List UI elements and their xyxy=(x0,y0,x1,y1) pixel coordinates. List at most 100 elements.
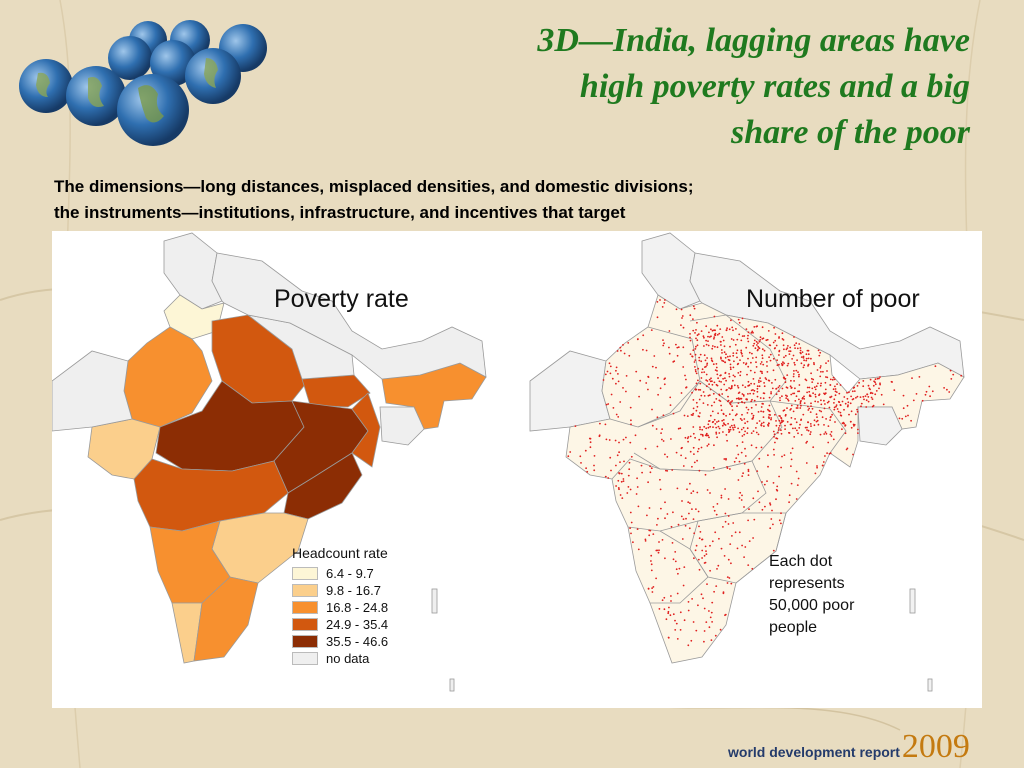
poverty-dot xyxy=(719,340,722,343)
poverty-dot xyxy=(792,410,795,413)
poverty-dot xyxy=(710,357,713,360)
poverty-dot xyxy=(790,465,792,467)
poverty-dot xyxy=(846,405,849,408)
poverty-dot xyxy=(904,415,907,418)
poverty-dot xyxy=(740,339,743,342)
poverty-dot xyxy=(756,395,759,398)
poverty-dot xyxy=(687,601,690,603)
poverty-dot xyxy=(758,347,760,349)
poverty-dot xyxy=(729,345,731,348)
poverty-dot xyxy=(778,363,780,366)
poverty-dot xyxy=(668,352,671,355)
poverty-dot xyxy=(697,379,699,382)
poverty-dot xyxy=(783,348,785,351)
poverty-dot xyxy=(772,430,775,433)
poverty-dot xyxy=(756,349,759,352)
poverty-dot xyxy=(689,333,691,335)
poverty-dot xyxy=(689,450,692,453)
poverty-dot xyxy=(715,431,718,434)
poverty-dot xyxy=(585,467,587,470)
poverty-dot xyxy=(711,621,713,623)
poverty-dot xyxy=(949,369,952,372)
poverty-dot xyxy=(677,523,680,526)
poverty-dot xyxy=(743,418,746,420)
poverty-dot xyxy=(854,413,857,416)
poverty-dot xyxy=(834,421,836,423)
poverty-dot xyxy=(706,364,708,366)
legend-swatch xyxy=(292,567,318,580)
poverty-dot xyxy=(679,611,682,614)
region-west-bengal xyxy=(351,392,381,468)
poverty-dot xyxy=(692,621,695,623)
poverty-dot xyxy=(747,474,750,476)
poverty-dot xyxy=(774,339,777,342)
poverty-dot xyxy=(619,494,622,496)
poverty-dot xyxy=(649,471,652,474)
poverty-dot xyxy=(728,375,731,378)
poverty-dot xyxy=(733,384,736,387)
poverty-dot xyxy=(674,629,677,631)
dot-note-line: Each dot xyxy=(769,553,833,570)
poverty-dot xyxy=(617,380,620,383)
poverty-dot xyxy=(729,402,731,405)
poverty-dot xyxy=(708,626,711,629)
poverty-dot xyxy=(674,619,676,622)
poverty-dot xyxy=(829,378,832,381)
poverty-dot xyxy=(706,445,709,447)
poverty-dot xyxy=(730,401,732,403)
poverty-dot xyxy=(645,382,648,384)
poverty-dot xyxy=(733,460,736,463)
poverty-dot xyxy=(620,472,623,475)
poverty-dot xyxy=(744,455,747,457)
poverty-dot xyxy=(950,378,953,380)
poverty-dot xyxy=(878,387,880,390)
poverty-dot xyxy=(658,541,660,543)
poverty-dot xyxy=(732,418,734,421)
poverty-dot xyxy=(750,406,753,409)
poverty-dot xyxy=(674,551,677,553)
poverty-dot xyxy=(731,409,734,412)
poverty-dot xyxy=(629,527,631,529)
poverty-dot xyxy=(800,419,802,421)
poverty-dot xyxy=(769,503,772,506)
poverty-dot xyxy=(789,385,792,388)
headcount-legend: Headcount rate 6.4 - 9.7 9.8 - 16.7 16.8… xyxy=(292,545,388,667)
poverty-dot xyxy=(762,416,765,418)
poverty-dot xyxy=(803,395,805,398)
poverty-dot xyxy=(661,599,664,602)
poverty-dot xyxy=(771,382,773,384)
poverty-dot xyxy=(651,424,654,427)
poverty-dot xyxy=(717,564,720,567)
poverty-dot xyxy=(742,472,744,475)
poverty-dot xyxy=(630,419,632,422)
poverty-dot xyxy=(760,446,763,449)
poverty-dot xyxy=(837,410,840,413)
poverty-dot xyxy=(705,432,708,435)
poverty-dot xyxy=(796,347,799,350)
poverty-dot xyxy=(614,439,617,442)
poverty-dot xyxy=(628,354,631,357)
poverty-dot xyxy=(772,357,775,360)
poverty-dot xyxy=(778,354,780,356)
poverty-dot xyxy=(824,455,826,457)
poverty-dot xyxy=(829,433,832,436)
poverty-dot xyxy=(836,383,838,385)
poverty-dot xyxy=(810,402,812,405)
poverty-dot xyxy=(712,506,715,508)
poverty-dot xyxy=(617,487,620,489)
poverty-dot xyxy=(709,388,712,391)
poverty-dot xyxy=(692,407,695,410)
poverty-dot xyxy=(759,377,761,379)
slide-subtitle: The dimensions—long distances, misplaced… xyxy=(54,174,954,226)
poverty-dot xyxy=(898,417,901,420)
poverty-dot xyxy=(665,618,668,621)
poverty-dot xyxy=(832,438,835,441)
poverty-dot xyxy=(716,503,719,505)
poverty-dot xyxy=(627,486,630,488)
poverty-dot xyxy=(759,363,762,365)
poverty-dot xyxy=(802,413,805,416)
poverty-dot xyxy=(727,428,730,431)
poverty-dot xyxy=(779,422,782,425)
poverty-dot xyxy=(743,433,746,436)
poverty-dot xyxy=(762,421,765,424)
